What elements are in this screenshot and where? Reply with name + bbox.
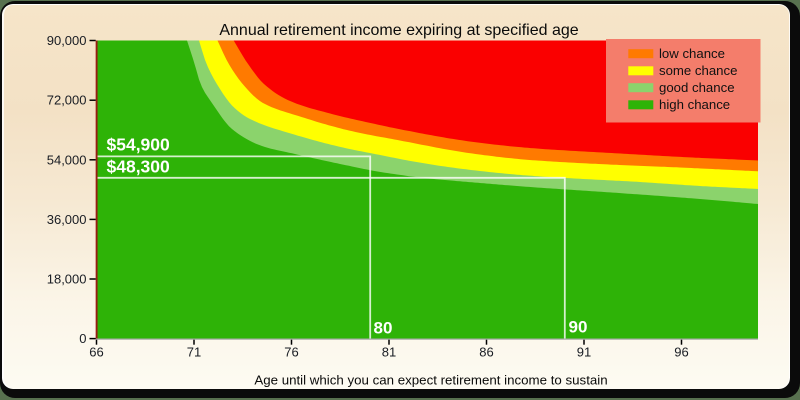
svg-text:low chance: low chance — [659, 46, 725, 61]
svg-text:71: 71 — [187, 345, 201, 360]
svg-text:66: 66 — [89, 345, 103, 360]
svg-text:72,000: 72,000 — [47, 93, 87, 108]
svg-text:high chance: high chance — [659, 97, 730, 112]
svg-text:0: 0 — [79, 331, 86, 346]
svg-text:Annual retirement income expir: Annual retirement income expiring at spe… — [219, 22, 578, 39]
svg-text:good chance: good chance — [659, 80, 735, 95]
svg-text:81: 81 — [382, 345, 396, 360]
svg-text:90,000: 90,000 — [47, 33, 87, 48]
svg-text:$54,900: $54,900 — [107, 135, 171, 155]
svg-text:76: 76 — [284, 345, 298, 360]
svg-text:86: 86 — [479, 345, 493, 360]
svg-text:some chance: some chance — [659, 63, 737, 78]
svg-text:96: 96 — [674, 345, 688, 360]
svg-text:18,000: 18,000 — [47, 272, 87, 287]
svg-text:91: 91 — [577, 345, 591, 360]
svg-text:Age until which you can expect: Age until which you can expect retiremen… — [254, 373, 607, 388]
svg-text:80: 80 — [374, 319, 393, 338]
svg-text:54,000: 54,000 — [47, 152, 87, 167]
svg-text:$48,300: $48,300 — [107, 156, 171, 176]
svg-text:36,000: 36,000 — [47, 212, 87, 227]
svg-text:90: 90 — [569, 318, 588, 337]
